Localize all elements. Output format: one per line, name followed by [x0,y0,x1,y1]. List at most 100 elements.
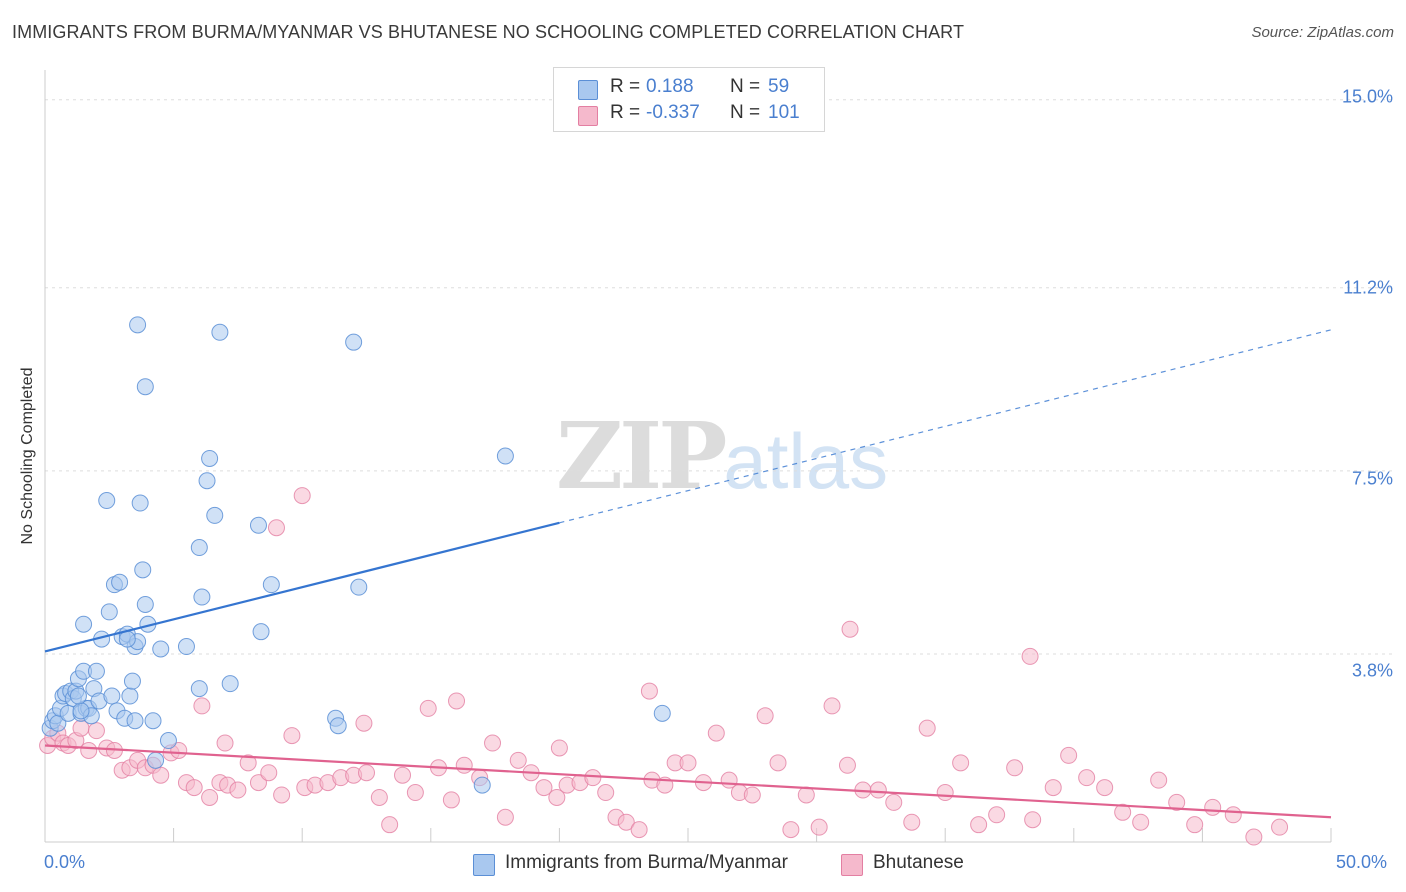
bhutanese-point [239,754,257,772]
bhutanese-point [496,808,514,826]
bhutanese-point [1186,816,1204,834]
bhutanese-point [550,739,568,757]
bhutanese-point [838,756,856,774]
legend-row-burma: R = 0.188 N = 59 [554,76,824,102]
bhutanese-point [1168,793,1186,811]
burma-point [496,447,514,465]
burma-point [206,506,224,524]
bhutanese-point [707,724,725,742]
burma-point [190,539,208,557]
bhutanese-point [1132,813,1150,831]
burma-point [136,595,154,613]
bhutanese-point [80,741,98,759]
x-tick-label-50: 50.0% [1336,852,1388,872]
bhutanese-point [283,727,301,745]
bhutanese-point [273,786,291,804]
bhutanese-point [1060,746,1078,764]
burma-point [211,323,229,341]
bhutanese-point [756,707,774,725]
bhutanese-point [885,793,903,811]
burma-trend-line [44,521,560,653]
watermark-zip: ZIP [556,402,727,510]
legend-r-value: 0.188 [646,76,694,97]
burma-point [72,702,90,720]
burma-point [87,662,105,680]
bhutanese-point [1006,759,1024,777]
bhutanese-point [170,741,188,759]
bottom-legend-label-burma: Immigrants from Burma/Myanmar [505,852,788,873]
bhutanese-point [1150,771,1168,789]
burma-point [144,712,162,730]
bhutanese-point [597,784,615,802]
legend-r-label: R = [610,76,641,97]
bhutanese-point [358,764,375,782]
watermark: ZIPatlas [556,402,888,510]
bhutanese-point [394,766,412,784]
legend-n-value: 59 [768,76,790,97]
bottom-legend-swatch-pink [841,854,863,876]
burma-point [100,603,118,621]
bhutanese-point [584,769,602,787]
bhutanese-point [229,781,247,799]
bhutanese-point [448,692,466,710]
burma-point [126,712,144,730]
burma-point [653,704,671,722]
burma-point [350,578,368,596]
bhutanese-point [903,813,921,831]
burma-point [118,630,136,648]
bhutanese-point [918,719,936,737]
burma-point [177,638,195,656]
burma-trend-projection [559,329,1332,524]
bottom-legend-label-bhutanese: Bhutanese [873,852,964,873]
source-label: Source: ZipAtlas.com [1251,24,1394,41]
burma-point [190,680,208,698]
bhutanese-point [535,779,553,797]
legend-r-label: R = [610,102,641,123]
burma-point [473,776,491,794]
bhutanese-point [841,620,859,638]
bhutanese-point [185,779,203,797]
bhutanese-point [869,781,887,799]
bhutanese-point [769,754,787,772]
bhutanese-point [293,487,311,505]
bhutanese-point [1204,798,1222,816]
bhutanese-point [484,734,502,752]
bhutanese-point [823,697,841,715]
burma-point [262,576,280,594]
burma-point [75,615,93,633]
burma-point [69,687,87,705]
bhutanese-point [630,821,648,839]
burma-point [193,588,211,606]
burma-point [249,516,267,534]
bhutanese-point [355,714,373,732]
bhutanese-point [370,788,388,806]
bottom-legend-swatch-blue [473,854,495,876]
burma-point [134,561,152,579]
burma-point [201,449,219,467]
burma-point [329,717,347,735]
bhutanese-point [988,806,1006,824]
bhutanese-point [152,766,170,784]
legend-row-bhutanese: R = -0.337 N = 101 [554,102,824,128]
bhutanese-point [970,816,988,834]
y-tick-label-7-5: 7.5% [1351,468,1393,489]
burma-point [152,640,170,658]
bhutanese-point [743,786,761,804]
bhutanese-point [381,816,399,834]
bhutanese-point [419,699,437,717]
bhutanese-point [1078,769,1096,787]
bhutanese-point [1044,779,1062,797]
bhutanese-point [810,818,828,836]
y-axis-label: No Schooling Completed [19,367,36,545]
bhutanese-point [249,774,267,792]
chart-title: IMMIGRANTS FROM BURMA/MYANMAR VS BHUTANE… [12,22,965,42]
y-tick-label-3-8: 3.8% [1351,660,1393,681]
bhutanese-point [617,813,635,831]
burma-point [129,316,147,334]
legend-swatch-blue [578,80,598,100]
bhutanese-point [406,784,424,802]
bhutanese-trend-line [44,744,1332,819]
bhutanese-point [201,788,219,806]
burma-point [121,687,139,705]
